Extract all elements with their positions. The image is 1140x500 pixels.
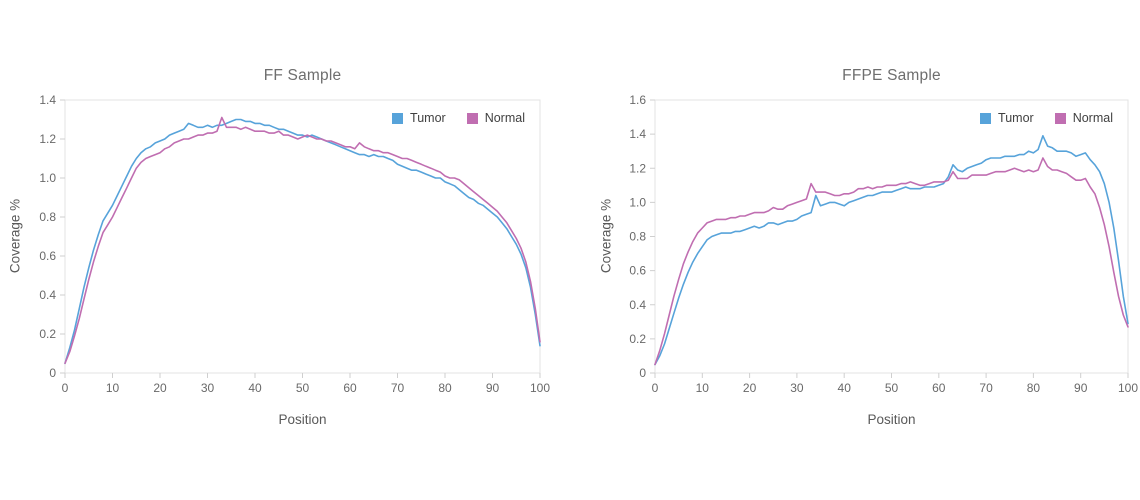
- svg-text:0.6: 0.6: [39, 249, 56, 263]
- svg-text:50: 50: [885, 381, 899, 395]
- svg-text:10: 10: [696, 381, 710, 395]
- svg-text:1.4: 1.4: [629, 127, 646, 141]
- svg-text:1.0: 1.0: [629, 195, 646, 209]
- legend-swatch-normal: [1054, 112, 1066, 124]
- chart-title: FFPE Sample: [842, 67, 941, 84]
- svg-text:0.4: 0.4: [39, 288, 56, 302]
- svg-text:100: 100: [530, 381, 550, 395]
- svg-text:80: 80: [1027, 381, 1041, 395]
- plot-svg-1: 0 0.2 0.4 0.6 0.8 1.0 1.2 1.4 1.6 0 10 20 30 40 50 60 70…: [629, 93, 1138, 395]
- ffpe-sample-chart: FFPE Sample 0 0.2 0.4 0.6 0.8 1.0 1.2 1.4 1.6 0 10…: [570, 0, 1140, 500]
- y-axis-label: Coverage %: [7, 198, 23, 274]
- svg-text:60: 60: [932, 381, 946, 395]
- svg-text:40: 40: [248, 381, 262, 395]
- svg-text:40: 40: [838, 381, 852, 395]
- plot-svg-0: 0 0.2 0.4 0.6 0.8 1.0 1.2 1.4 0 10 20 30 40 50 60 70 80 9…: [39, 93, 550, 395]
- svg-text:70: 70: [391, 381, 405, 395]
- svg-text:1.4: 1.4: [39, 93, 56, 107]
- svg-text:70: 70: [979, 381, 993, 395]
- svg-text:0: 0: [652, 381, 659, 395]
- svg-text:0.2: 0.2: [629, 332, 646, 346]
- legend-item-normal: Normal: [466, 111, 525, 125]
- svg-text:0.6: 0.6: [629, 264, 646, 278]
- x-axis-label: Position: [867, 412, 916, 427]
- legend-label-tumor: Tumor: [410, 111, 446, 125]
- svg-text:1.2: 1.2: [629, 161, 646, 175]
- svg-text:0.8: 0.8: [39, 210, 56, 224]
- legend: Tumor Normal: [392, 111, 525, 125]
- y-axis-label: Coverage %: [598, 198, 614, 274]
- legend-swatch-normal: [466, 112, 478, 124]
- svg-text:90: 90: [1074, 381, 1088, 395]
- svg-text:60: 60: [343, 381, 357, 395]
- svg-text:0.2: 0.2: [39, 327, 56, 341]
- svg-text:0: 0: [49, 366, 56, 380]
- legend-item-tumor: Tumor: [392, 111, 446, 125]
- svg-text:0.4: 0.4: [629, 298, 646, 312]
- legend: Tumor Normal: [980, 111, 1113, 125]
- ff-sample-chart: FF Sample 0 0.2 0.4 0.6 0.8 1.0 1.2 1.4 0 10 20 30 4…: [7, 67, 551, 427]
- legend-label-normal: Normal: [1072, 111, 1113, 125]
- svg-text:80: 80: [438, 381, 452, 395]
- svg-text:20: 20: [743, 381, 757, 395]
- svg-text:10: 10: [106, 381, 120, 395]
- legend-swatch-tumor: [980, 112, 992, 124]
- svg-text:50: 50: [296, 381, 310, 395]
- legend-label-tumor: Tumor: [998, 111, 1034, 125]
- svg-text:1.2: 1.2: [39, 132, 56, 146]
- svg-text:1.0: 1.0: [39, 171, 56, 185]
- svg-text:20: 20: [153, 381, 167, 395]
- svg-text:100: 100: [1118, 381, 1138, 395]
- x-axis-label: Position: [278, 412, 327, 427]
- legend-swatch-tumor: [392, 112, 404, 124]
- svg-text:30: 30: [201, 381, 215, 395]
- svg-text:90: 90: [486, 381, 500, 395]
- legend-item-tumor: Tumor: [980, 111, 1034, 125]
- svg-text:30: 30: [790, 381, 804, 395]
- svg-text:0: 0: [62, 381, 69, 395]
- svg-text:0.8: 0.8: [629, 230, 646, 244]
- legend-item-normal: Normal: [1054, 111, 1113, 125]
- legend-label-normal: Normal: [484, 111, 525, 125]
- chart-title: FF Sample: [263, 67, 342, 84]
- svg-text:1.6: 1.6: [629, 93, 646, 107]
- svg-text:0: 0: [639, 366, 646, 380]
